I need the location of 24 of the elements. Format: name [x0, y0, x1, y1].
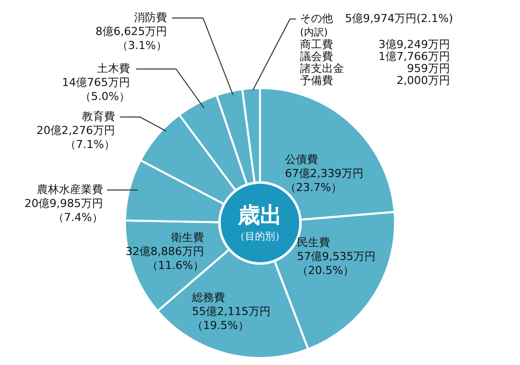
- slice-label: 衛生費: [171, 230, 204, 244]
- data-label: 20億2,276万円（7.1%）: [36, 124, 115, 151]
- data-label: 55億2,115万円（19.5%）: [192, 304, 270, 332]
- text: 商工費 3億9,249万円: [300, 38, 450, 51]
- text: 予備費 2,000万円: [300, 74, 450, 87]
- slice-label: その他: [300, 12, 333, 25]
- slice-label: 消防費: [134, 10, 167, 24]
- slice-label: 総務費: [191, 290, 225, 304]
- slice-label: 土木費: [97, 62, 130, 75]
- data-label: 14億765万円（5.0%）: [62, 76, 130, 103]
- text: (内訳): [300, 26, 328, 39]
- slice-label: 民生費: [297, 236, 330, 249]
- data-label: 8億6,625万円（3.1%）: [96, 24, 167, 52]
- data-label: 57億9,535万円（20.5%）: [297, 250, 376, 277]
- slice-label: 教育費: [82, 110, 115, 123]
- text: 歳出: [237, 204, 282, 229]
- slice-label: 公債費: [285, 152, 318, 166]
- text: 諸支出金 959万円: [300, 62, 450, 75]
- data-label: 5億9,974万円(2.1%): [345, 12, 454, 25]
- data-label: 67億2,339万円（23.7%）: [285, 166, 364, 194]
- slice-label: 農林水産業費: [37, 182, 103, 196]
- text: （目的別）: [235, 232, 285, 243]
- text: 議会費 1億7,766万円: [300, 50, 450, 63]
- data-label: 20億9,985万円（7.4%）: [24, 196, 103, 224]
